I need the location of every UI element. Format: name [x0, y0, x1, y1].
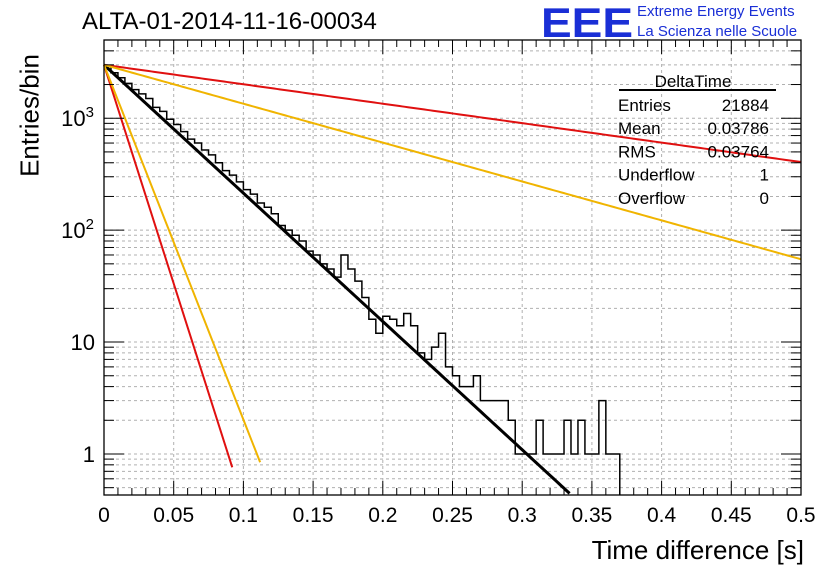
stats-row-value: 0.03764	[708, 142, 769, 161]
x-tick-label: 0.4	[647, 504, 677, 527]
x-tick-label: 0.3	[508, 504, 537, 527]
stats-row-label: Mean	[618, 119, 661, 138]
y-tick-label: 1	[83, 442, 95, 467]
stats-row-label: Entries	[618, 96, 671, 115]
stats-row-label: RMS	[618, 142, 656, 161]
stats-row-label: Underflow	[618, 166, 695, 185]
logo-subtitle-2: La Scienza nelle Scuole	[637, 23, 798, 40]
x-tick-label: 0.5	[786, 504, 815, 527]
stats-row-value: 21884	[722, 96, 769, 115]
x-tick-label: 0.15	[293, 504, 334, 527]
eee-logo: EEE	[541, 0, 634, 47]
x-tick-label: 0.25	[432, 504, 473, 527]
x-tick-label: 0	[98, 504, 110, 527]
fit-line-1	[103, 63, 802, 164]
histogram-deltatime	[104, 65, 621, 495]
stats-row-value: 0	[760, 189, 769, 208]
fit-line-3	[103, 64, 234, 468]
y-tick-label: 10	[71, 330, 95, 355]
stats-row-label: Overflow	[618, 189, 686, 208]
x-tick-label: 0.35	[571, 504, 612, 527]
logo-subtitle-1: Extreme Energy Events	[637, 3, 795, 20]
stats-row-value: 0.03786	[708, 119, 769, 138]
stats-box-title: DeltaTime	[655, 72, 732, 91]
fit-line-0	[102, 63, 571, 495]
plot-title: ALTA-01-2014-11-16-00034	[82, 8, 377, 35]
y-tick-label: 103	[61, 104, 94, 131]
y-tick-label: 102	[61, 216, 94, 243]
stats-row-value: 1	[760, 166, 769, 185]
x-tick-label: 0.05	[153, 504, 194, 527]
fit-line-4	[103, 64, 262, 463]
fit-line-2	[103, 63, 802, 261]
x-axis-label: Time difference [s]	[591, 535, 804, 565]
y-axis-label: Entries/bin	[14, 54, 45, 177]
x-tick-label: 0.45	[711, 504, 752, 527]
x-tick-label: 0.2	[368, 504, 397, 527]
x-tick-label: 0.1	[229, 504, 258, 527]
